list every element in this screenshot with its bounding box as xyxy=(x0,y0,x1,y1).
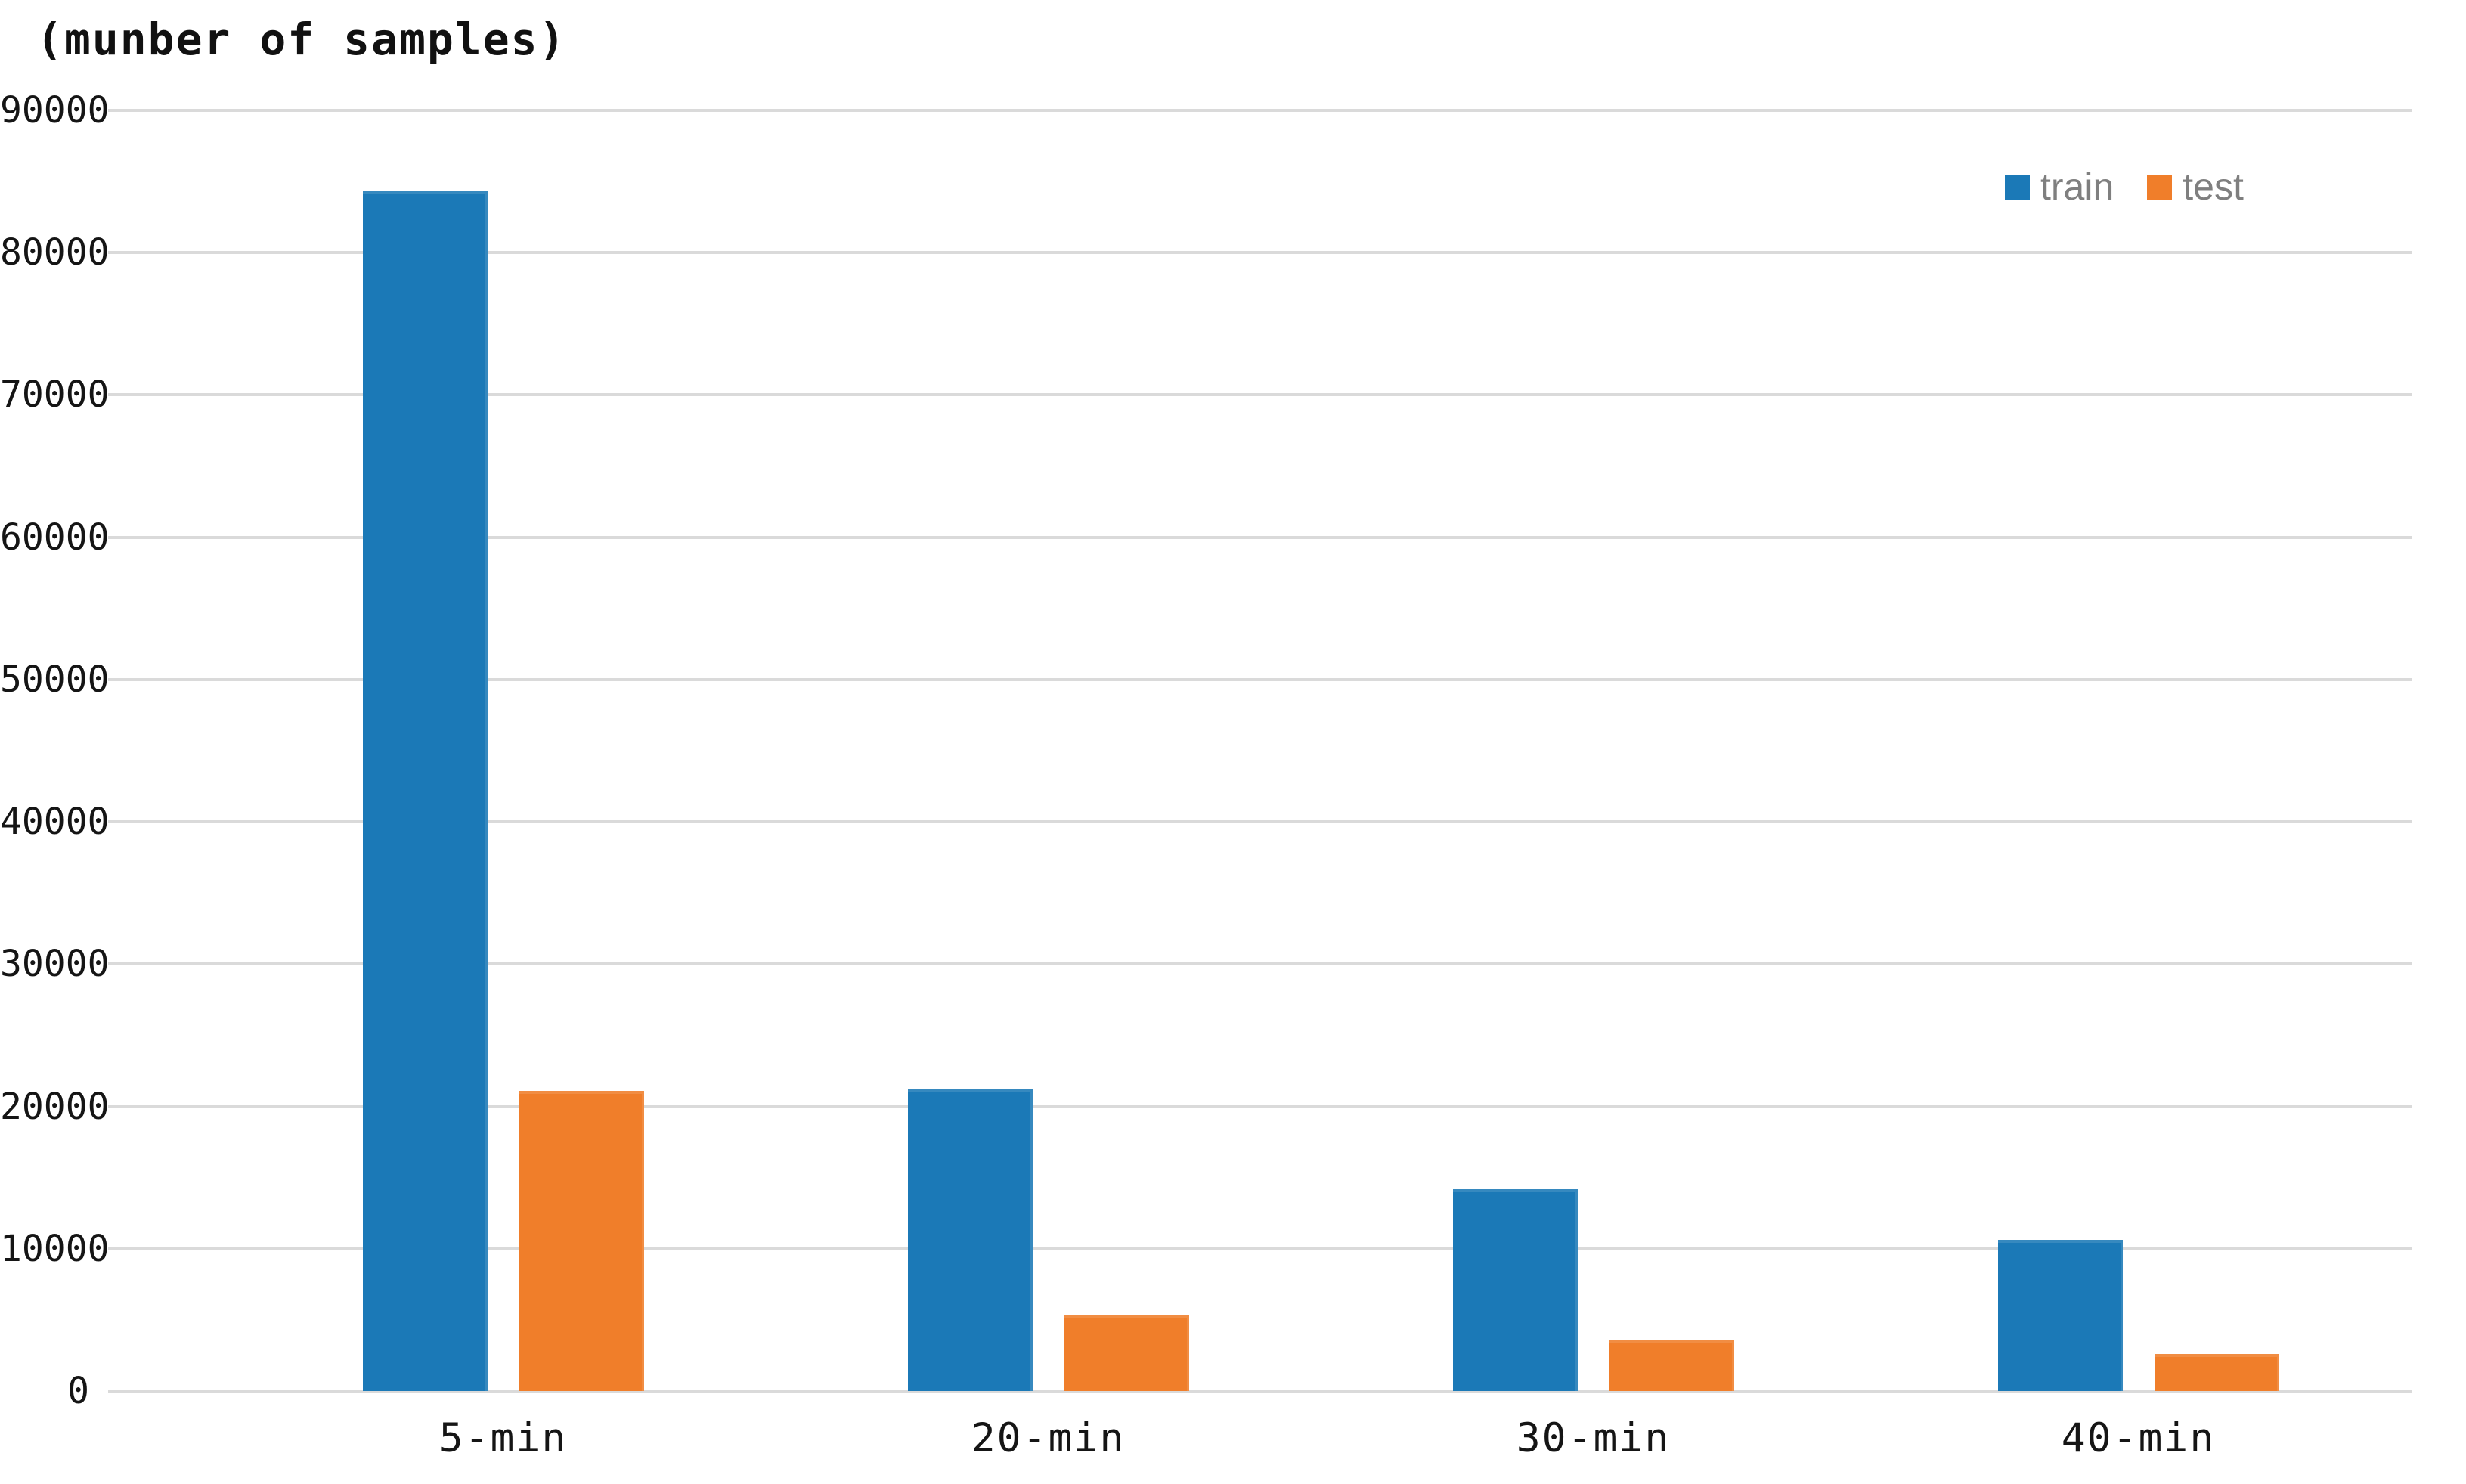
chart-title: (munber of samples) xyxy=(36,14,567,65)
bar-train-5-min xyxy=(362,191,488,1391)
gridline xyxy=(108,109,2412,112)
bar-train-40-min xyxy=(1997,1240,2123,1391)
legend-label-train: train xyxy=(2040,166,2114,208)
legend-swatch-train xyxy=(2005,174,2030,200)
legend-swatch-test xyxy=(2147,174,2173,200)
bar-test-20-min xyxy=(1064,1315,1189,1391)
y-tick-label: 10000 xyxy=(0,1227,110,1270)
bar-train-20-min xyxy=(907,1089,1033,1391)
gridline xyxy=(108,820,2412,824)
y-tick-label: 30000 xyxy=(0,943,110,986)
gridline xyxy=(108,1247,2412,1250)
legend-item-train: train xyxy=(2005,168,2114,206)
x-tick-label-20-min: 20-min xyxy=(971,1415,1126,1461)
x-axis-line xyxy=(108,1390,2412,1393)
y-tick-label: 50000 xyxy=(0,658,110,701)
legend-label-test: test xyxy=(2183,166,2244,208)
y-tick-label: 60000 xyxy=(0,516,110,559)
gridline xyxy=(108,677,2412,681)
bar-test-30-min xyxy=(1609,1340,1734,1391)
gridline xyxy=(108,1104,2412,1108)
y-tick-label: 70000 xyxy=(0,373,110,417)
bar-train-30-min xyxy=(1452,1188,1578,1391)
y-tick-label: 90000 xyxy=(0,89,110,132)
y-tick-label: 40000 xyxy=(0,801,110,844)
x-tick-label-30-min: 30-min xyxy=(1516,1415,1671,1461)
x-tick-label-40-min: 40-min xyxy=(2061,1415,2216,1461)
legend-item-test: test xyxy=(2147,168,2244,206)
x-tick-label-5-min: 5-min xyxy=(438,1415,568,1461)
gridline xyxy=(108,393,2412,397)
y-tick-label: 20000 xyxy=(0,1085,110,1128)
bar-test-40-min xyxy=(2154,1354,2279,1391)
bar-test-5-min xyxy=(519,1090,644,1391)
y-tick-label: 0 xyxy=(67,1370,89,1412)
y-tick-label: 80000 xyxy=(0,231,110,274)
gridline xyxy=(108,535,2412,539)
gridline xyxy=(108,962,2412,966)
gridline xyxy=(108,251,2412,255)
legend: train test xyxy=(2005,168,2244,206)
